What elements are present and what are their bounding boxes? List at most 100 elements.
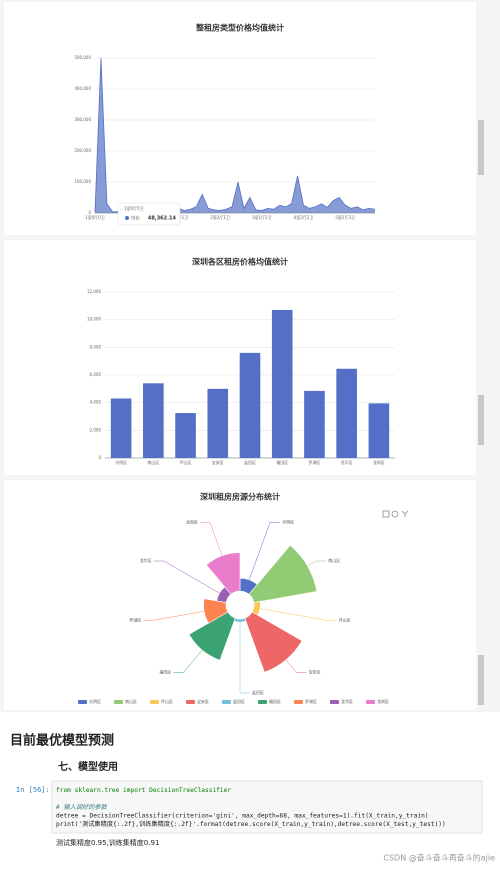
code-cell[interactable] [51, 780, 483, 834]
rose-sector [244, 611, 303, 673]
bar [336, 368, 357, 458]
y-tick-label: 0 [98, 455, 101, 460]
heading: 目前最优模型预测 [10, 733, 114, 749]
x-tick-label: 罗湖区 [308, 459, 320, 465]
y-tick-label: 8,000 [90, 344, 102, 349]
slice-label: 龙华区 [140, 557, 152, 563]
x-tick-label: 宝安区 [212, 459, 224, 465]
legend-swatch [78, 700, 87, 704]
watermark: CSDN @奋斗奋斗再奋斗的ajie [383, 853, 495, 863]
code-line: print('测试集精度{:.2f},训练集精度{:.2f}'.format(d… [56, 820, 446, 828]
slice-label: 南山区 [328, 557, 340, 563]
bar [143, 383, 164, 458]
slice-label: 罗湖区 [129, 616, 141, 622]
legend-swatch [186, 700, 195, 704]
x-tick-label: 3室1厅2卫 [252, 214, 272, 220]
code-line: # 输入调好的参数 [55, 803, 108, 811]
x-tick-label: 盐田区 [244, 459, 256, 465]
x-tick-label: 南山区 [147, 459, 159, 465]
legend-swatch [294, 700, 303, 704]
cell-prompt: In [56]: [16, 786, 50, 794]
legend-label: 南山区 [125, 698, 137, 704]
y-tick-label: 6,000 [90, 372, 102, 377]
label-line [239, 622, 250, 694]
chart-title: 深圳各区租房价格均值统计 [192, 257, 288, 267]
code-line: detree = DecisionTreeClassifier(criterio… [56, 813, 429, 820]
y-tick-label: 0 [88, 210, 91, 215]
x-tick-label: 龙岗区 [373, 459, 385, 465]
legend-swatch [366, 700, 375, 704]
tool-icon[interactable] [382, 510, 390, 518]
cell-output: 测试集精度0.95,训练集精度0.91 [56, 838, 159, 847]
bar [110, 398, 132, 458]
slice-label: 龙岗区 [186, 518, 198, 524]
toolbox[interactable] [382, 510, 409, 518]
slice-label: 宝安区 [309, 668, 321, 674]
slice-label: 光明区 [282, 518, 294, 524]
bar [239, 352, 261, 458]
x-tick-label: 龙华区 [341, 459, 353, 465]
legend-swatch [258, 700, 267, 704]
slice-label: 盐田区 [252, 689, 264, 695]
tooltip [117, 202, 181, 226]
tooltip-value: 48,362.14 [148, 216, 177, 222]
chart-title: 整租房类型价格均值统计 [195, 23, 284, 33]
bar [304, 390, 325, 458]
y-tick-label: 400,000 [74, 86, 91, 91]
y-tick-label: 4,000 [90, 400, 102, 405]
chart-title: 深圳租房房源分布统计 [200, 492, 280, 502]
tooltip-title: 1室0厅0卫 [124, 205, 144, 211]
legend-swatch [222, 700, 231, 704]
bar [368, 403, 390, 458]
tool-icon[interactable] [401, 510, 409, 517]
bar [175, 413, 196, 458]
legend-swatch [330, 700, 339, 704]
subheading: 七、模型使用 [58, 760, 118, 773]
label-line [153, 560, 220, 594]
scrollbar[interactable] [478, 120, 484, 175]
label-line [173, 649, 203, 673]
y-tick-label: 200,000 [74, 148, 91, 153]
slice-label: 福田区 [159, 668, 171, 674]
y-tick-label: 100,000 [74, 179, 91, 184]
bar [207, 388, 229, 458]
legend-label: 盐田区 [233, 698, 245, 704]
legend-label: 光明区 [89, 698, 101, 704]
legend-label: 龙华区 [341, 698, 353, 704]
rose-sector [203, 598, 229, 624]
rose-sector [188, 611, 236, 661]
label-line [307, 560, 327, 567]
x-tick-label: 2室2厅1卫 [210, 214, 230, 220]
x-tick-label: 1室0厅0卫 [85, 214, 105, 220]
legend-label: 罗湖区 [305, 698, 317, 704]
y-tick-label: 300,000 [74, 117, 91, 122]
label-line [260, 608, 337, 621]
y-tick-label: 10,000 [87, 317, 101, 322]
bar [271, 309, 293, 458]
legend-label: 福田区 [269, 698, 281, 704]
scrollbar[interactable] [478, 655, 484, 705]
rose-sector [233, 617, 247, 623]
scrollbar[interactable] [478, 395, 484, 445]
x-tick-label: 坪山区 [180, 459, 192, 465]
y-tick-label: 500,000 [74, 55, 91, 60]
rose-sector [248, 544, 318, 603]
x-tick-label: 光明区 [115, 459, 127, 465]
label-line [285, 659, 307, 673]
tooltip-series: 均价 [131, 215, 140, 222]
rose-sector [205, 552, 241, 595]
y-tick-label: 12,000 [87, 289, 101, 294]
y-tick-label: 2,000 [90, 427, 102, 432]
label-line [248, 522, 281, 580]
x-tick-label: 5室2厅3卫 [335, 214, 355, 220]
tool-icon[interactable] [391, 510, 399, 518]
legend-swatch [114, 700, 123, 704]
legend-swatch [150, 700, 159, 704]
code-lines: from sklearn.tree import DecisionTreeCla… [55, 787, 446, 828]
label-line [199, 522, 223, 556]
tooltip-marker [125, 216, 129, 220]
legend-label: 龙岗区 [377, 698, 389, 704]
label-line [143, 611, 205, 621]
legend-label: 坪山区 [161, 698, 173, 704]
